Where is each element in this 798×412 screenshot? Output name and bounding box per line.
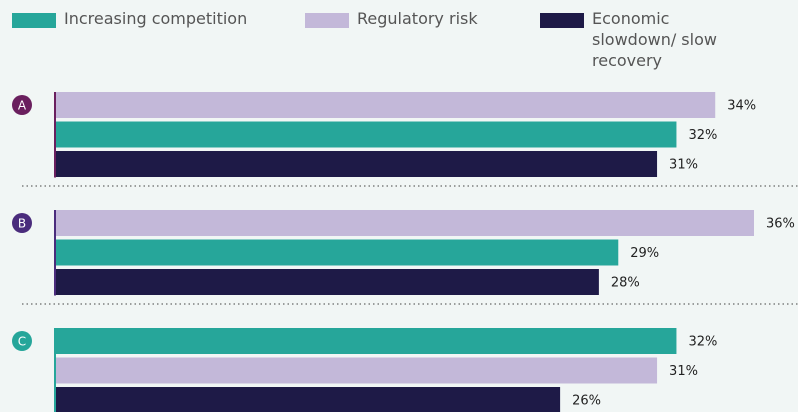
- legend-label: Regulatory risk: [357, 9, 478, 28]
- legend-item: Increasing competition: [12, 8, 252, 29]
- group-badge: [12, 95, 32, 115]
- legend-label: Economic slowdown/ slow recovery: [592, 9, 717, 70]
- legend-swatch: [305, 13, 349, 28]
- bar: [56, 239, 619, 266]
- bar: [56, 269, 599, 295]
- bar: [56, 210, 754, 236]
- legend-swatch: [540, 13, 584, 28]
- bar: [56, 357, 658, 384]
- value-label: 28%: [611, 276, 640, 291]
- group-label: B: [18, 217, 26, 231]
- value-label: 36%: [766, 217, 795, 232]
- group-label: C: [18, 335, 26, 349]
- value-label: 32%: [688, 335, 717, 350]
- legend: Increasing competition Regulatory risk Eco…: [0, 0, 798, 70]
- legend-item: Regulatory risk: [305, 8, 525, 29]
- value-label: 26%: [572, 394, 601, 409]
- legend-label: Increasing competition: [64, 9, 248, 28]
- legend-item: Economic slowdown/ slow recovery: [540, 8, 730, 71]
- bar: [56, 151, 658, 177]
- group-badge: [12, 213, 32, 233]
- group-label: A: [18, 99, 27, 113]
- bar: [56, 121, 677, 148]
- group-badge: [12, 331, 32, 351]
- value-label: 31%: [669, 158, 698, 173]
- value-label: 31%: [669, 364, 698, 379]
- value-label: 34%: [727, 99, 756, 114]
- value-label: 32%: [688, 128, 717, 143]
- legend-swatch: [12, 13, 56, 28]
- bar: [56, 387, 561, 412]
- value-label: 29%: [630, 246, 659, 261]
- bar: [56, 92, 716, 118]
- bar: [56, 328, 677, 354]
